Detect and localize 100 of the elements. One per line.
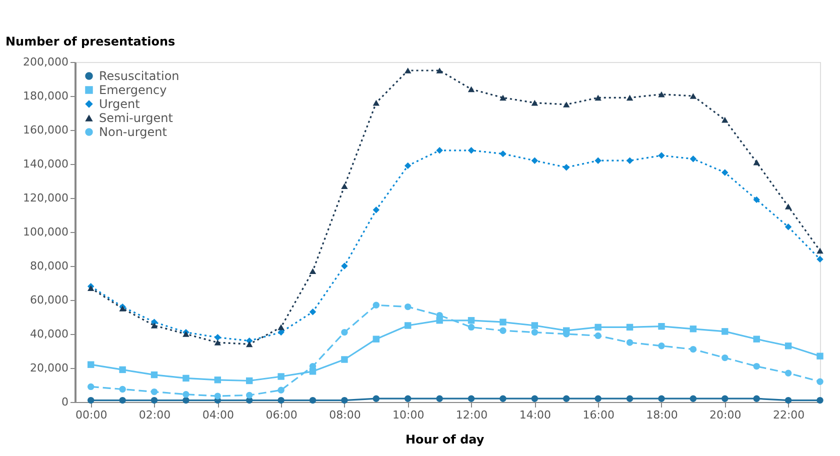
x-tick-label: 08:00 — [329, 408, 361, 422]
point — [500, 94, 506, 101]
point — [594, 157, 602, 164]
point — [436, 147, 443, 154]
point — [246, 377, 253, 384]
point — [214, 392, 222, 400]
x-tick-label: 22:00 — [772, 408, 805, 422]
y-tick-label: 60,000 — [30, 294, 68, 306]
x-tick-label: 14:00 — [519, 408, 552, 422]
point — [341, 396, 348, 404]
x-tick-label: 00:00 — [76, 408, 108, 422]
point — [784, 370, 792, 376]
point — [182, 396, 190, 404]
point — [500, 327, 506, 334]
point — [594, 324, 602, 331]
point — [404, 162, 412, 170]
point — [119, 386, 126, 393]
point — [594, 332, 602, 340]
point — [182, 374, 190, 382]
legend-label: Non-urgent — [99, 125, 168, 139]
point — [626, 339, 634, 346]
point — [816, 378, 824, 385]
point — [531, 322, 538, 329]
point — [500, 395, 506, 402]
point — [594, 395, 602, 402]
point — [150, 396, 158, 404]
point — [816, 396, 824, 404]
legend-label: Semi-urgent — [99, 111, 174, 125]
point — [626, 324, 634, 331]
point — [784, 224, 792, 230]
point — [404, 303, 412, 310]
y-axis-title: Number of presentations — [6, 34, 176, 48]
point — [468, 86, 475, 92]
point — [816, 352, 824, 360]
point — [278, 324, 284, 330]
legend-label: Resuscitation — [99, 69, 180, 83]
point — [182, 391, 190, 398]
point — [214, 334, 222, 341]
y-tick-label: 20,000 — [30, 362, 68, 374]
point — [626, 157, 634, 164]
point — [436, 68, 443, 74]
point — [309, 268, 316, 274]
point — [531, 100, 538, 106]
point — [722, 116, 728, 123]
point — [341, 356, 348, 363]
x-tick-label: 12:00 — [456, 408, 488, 422]
point — [784, 396, 792, 404]
point — [246, 341, 253, 348]
point — [658, 91, 665, 98]
point — [150, 322, 158, 328]
legend-label: Urgent — [99, 97, 140, 111]
point — [404, 68, 412, 74]
point — [278, 373, 284, 380]
point — [119, 306, 126, 312]
point — [341, 328, 348, 336]
point — [309, 396, 316, 404]
point — [246, 392, 253, 399]
point — [214, 340, 222, 346]
point — [150, 371, 158, 378]
point — [816, 256, 824, 263]
point — [690, 93, 697, 99]
y-tick-label: 180,000 — [23, 90, 68, 102]
point — [372, 395, 380, 402]
point — [563, 395, 570, 402]
point — [722, 328, 728, 335]
point — [690, 156, 697, 162]
point — [372, 206, 380, 214]
point — [563, 102, 570, 108]
point — [119, 366, 126, 374]
point — [753, 336, 760, 342]
y-tick-label: 140,000 — [23, 158, 68, 170]
point — [594, 94, 602, 101]
point — [658, 395, 665, 402]
point — [500, 318, 506, 326]
y-tick-label: 80,000 — [30, 260, 68, 272]
point — [404, 395, 412, 402]
point — [87, 361, 94, 368]
y-tick-label: 120,000 — [23, 192, 68, 204]
point — [468, 317, 475, 324]
x-tick-label: 04:00 — [202, 408, 234, 422]
point — [500, 150, 506, 158]
point — [722, 169, 728, 176]
legend-label: Emergency — [99, 83, 167, 97]
y-tick-label: 0 — [62, 396, 68, 408]
point — [309, 308, 316, 316]
point — [722, 395, 728, 402]
point — [658, 322, 665, 330]
point — [626, 395, 634, 402]
point — [753, 196, 760, 204]
point — [150, 388, 158, 396]
point — [753, 395, 760, 402]
point — [87, 396, 94, 404]
y-tick-label: 100,000 — [23, 226, 68, 238]
point — [753, 159, 760, 166]
point — [658, 152, 665, 159]
point — [87, 383, 94, 390]
y-tick-label: 40,000 — [30, 328, 68, 340]
point — [119, 396, 126, 404]
x-tick-label: 20:00 — [710, 408, 742, 422]
point — [214, 376, 222, 384]
